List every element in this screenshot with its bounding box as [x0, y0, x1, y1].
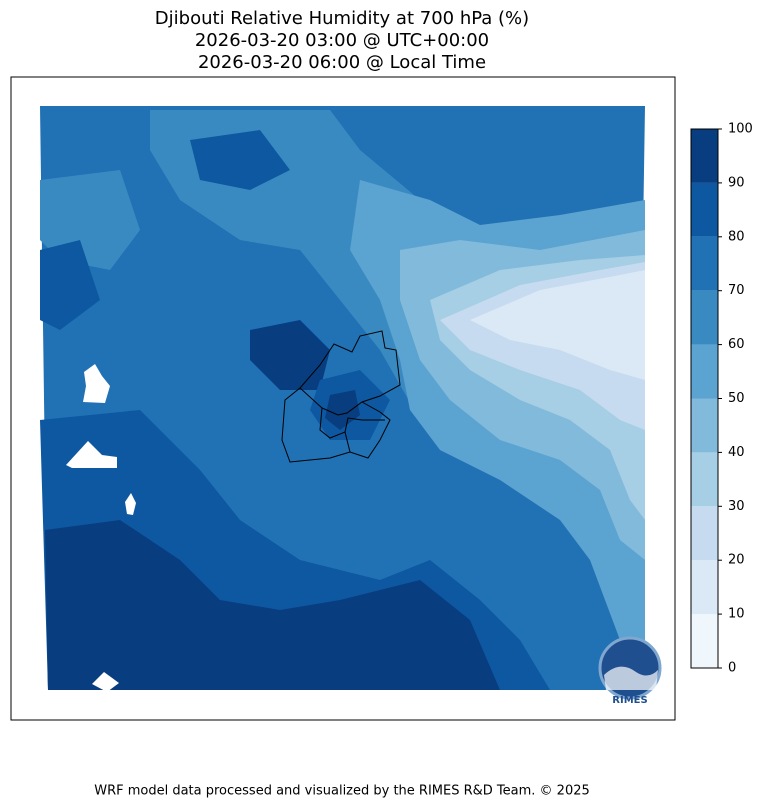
contour-fill	[325, 390, 360, 430]
colorbar-band	[691, 614, 718, 668]
footer: WRF model data processed and visualized …	[94, 784, 590, 799]
contour-fill	[190, 130, 290, 190]
colorbar-band	[691, 560, 718, 615]
colorbar-band	[691, 398, 718, 453]
colorbar-tick-label: 0	[728, 661, 736, 676]
colorbar-band	[691, 129, 718, 183]
contour-fill	[470, 270, 645, 380]
colorbar-tick-label: 10	[728, 607, 745, 622]
colorbar-band	[691, 344, 718, 399]
colorbar-band	[691, 452, 718, 507]
logo-text: RIMES	[612, 695, 647, 706]
colorbar-tick-label: 70	[728, 283, 745, 298]
colorbar-band	[691, 236, 718, 291]
colorbar-tick-label: 20	[728, 553, 745, 568]
colorbar-tick-label: 60	[728, 337, 745, 352]
title-line: 2026-03-20 06:00 @ Local Time	[198, 52, 486, 73]
logo: RIMES	[598, 636, 662, 706]
colorbar-tick-label: 80	[728, 229, 745, 244]
colorbar-tick-label: 40	[728, 445, 745, 460]
title-line: 2026-03-20 03:00 @ UTC+00:00	[195, 30, 489, 51]
colorbar-tick-label: 90	[728, 175, 745, 190]
colorbar: 0 10 20 30 40 50 60 70 80 90 100	[690, 122, 753, 676]
colorbar-band	[691, 182, 718, 237]
country-borders	[281, 330, 401, 463]
map	[40, 106, 645, 690]
contour-fill	[40, 240, 100, 330]
colorbar-band	[691, 290, 718, 345]
colorbar-tick-label: 50	[728, 391, 745, 406]
no-data	[66, 364, 136, 692]
colorbar-tick-label: 100	[728, 122, 753, 137]
colorbar-band	[691, 506, 718, 561]
contour-fill	[45, 520, 500, 690]
contour-fill	[250, 320, 330, 390]
colorbar-tick-label: 30	[728, 499, 745, 514]
title-line: Djibouti Relative Humidity at 700 hPa (%…	[155, 8, 529, 29]
